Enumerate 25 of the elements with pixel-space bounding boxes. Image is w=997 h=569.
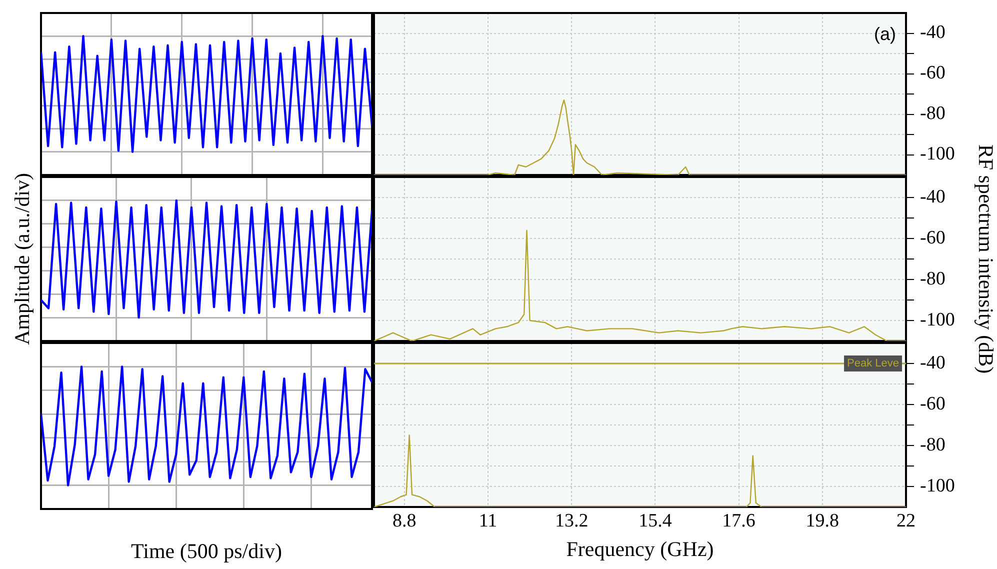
x-tick-label: 19.8 bbox=[806, 510, 840, 532]
y-tick-label: -80 bbox=[920, 268, 946, 290]
y-tick-label: -80 bbox=[920, 103, 946, 124]
annotation: (a) bbox=[874, 24, 896, 44]
y-tick-label: -60 bbox=[920, 62, 946, 84]
x-axis-title: Frequency (GHz) bbox=[565, 537, 715, 562]
y-tick-label: -60 bbox=[920, 227, 946, 248]
x-tick-label: 11 bbox=[478, 510, 498, 532]
y-tick-label: -100 bbox=[920, 475, 955, 496]
y-tick-label: -40 bbox=[920, 186, 946, 208]
y-tick-label: -80 bbox=[920, 434, 946, 456]
y-tick-label: -100 bbox=[920, 144, 955, 165]
y-tick-label: -40 bbox=[920, 352, 946, 374]
x-tick-label: 15.4 bbox=[638, 510, 672, 532]
y-axis-title: RF spectrum intensity (dB) bbox=[973, 144, 997, 374]
x-tick-label: 13.2 bbox=[554, 510, 588, 532]
ref-line-label: Peak Leve bbox=[847, 358, 900, 370]
y-tick-label: -40 bbox=[920, 22, 946, 44]
x-tick-label: 17.6 bbox=[722, 510, 756, 532]
x-tick-label: 22 bbox=[896, 510, 916, 532]
y-tick-label: -100 bbox=[920, 309, 955, 330]
x-tick-label: 8.8 bbox=[392, 510, 416, 532]
y-tick-label: -60 bbox=[920, 393, 946, 414]
y-axis-title: Amplitude (a.u./div) bbox=[10, 172, 35, 346]
x-axis-title: Time (500 ps/div) bbox=[130, 539, 283, 564]
